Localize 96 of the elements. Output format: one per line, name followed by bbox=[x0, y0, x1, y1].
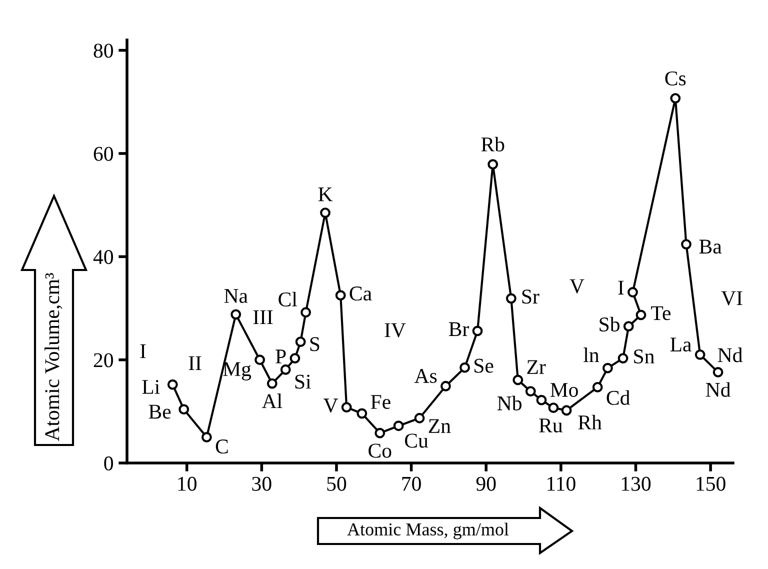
annotation: Cl bbox=[278, 292, 298, 306]
annotation: Nd bbox=[706, 382, 731, 397]
point bbox=[628, 287, 638, 298]
y-tick-label: 80 bbox=[94, 44, 114, 58]
annotation: V bbox=[323, 398, 338, 413]
point bbox=[712, 367, 724, 378]
annotation: Si bbox=[295, 374, 311, 389]
annotation: Rb bbox=[481, 136, 504, 152]
point bbox=[266, 378, 278, 389]
annotation: Rh bbox=[578, 414, 602, 430]
annotation: Be bbox=[148, 404, 171, 419]
point bbox=[506, 293, 516, 304]
annotation: K bbox=[318, 188, 333, 202]
point bbox=[525, 386, 536, 397]
point bbox=[694, 349, 706, 360]
annotation: P bbox=[276, 350, 286, 364]
annotation: IV bbox=[384, 323, 406, 338]
annotation: V bbox=[570, 279, 584, 294]
point bbox=[320, 208, 330, 218]
annotation: Zn bbox=[428, 419, 451, 433]
point bbox=[536, 394, 547, 406]
point bbox=[300, 307, 312, 318]
x-tick-label: 50 bbox=[327, 476, 346, 491]
annotation: Sn bbox=[634, 349, 654, 364]
point bbox=[290, 353, 300, 364]
point bbox=[356, 408, 368, 419]
annotation: Ba bbox=[699, 240, 722, 254]
annotation: C bbox=[216, 440, 228, 454]
annotation: Al bbox=[262, 394, 282, 408]
annotation: Cd bbox=[606, 390, 630, 405]
annotation: Ru bbox=[539, 418, 562, 432]
annotation: Ca bbox=[350, 286, 372, 301]
x-tick-label: 90 bbox=[476, 476, 496, 491]
annotation: Nb bbox=[497, 396, 522, 410]
point bbox=[472, 326, 483, 336]
annotation: II bbox=[188, 356, 202, 370]
x-tick-label: 130 bbox=[622, 476, 651, 491]
x-axis-title: Atomic Mass, gm/mol bbox=[347, 522, 509, 540]
point bbox=[335, 290, 346, 301]
point bbox=[230, 309, 242, 320]
point bbox=[618, 353, 628, 364]
annotation: I bbox=[140, 344, 146, 358]
annotation: As bbox=[414, 369, 437, 384]
point bbox=[512, 374, 524, 386]
point bbox=[681, 239, 692, 250]
annotation: Co bbox=[368, 444, 392, 458]
y-tick-label: 20 bbox=[94, 353, 114, 368]
y-tick-label: 40 bbox=[93, 250, 114, 264]
annotation: Cu bbox=[404, 434, 428, 448]
y-axis-title: Atomic Volume,cm³ bbox=[44, 273, 62, 442]
point bbox=[623, 321, 634, 332]
x-tick-label: 150 bbox=[696, 476, 726, 491]
y-tick-label: 60 bbox=[94, 146, 114, 161]
point bbox=[414, 412, 425, 424]
point bbox=[254, 354, 266, 366]
x-tick-label: 30 bbox=[252, 476, 272, 491]
annotation: Te bbox=[651, 306, 670, 320]
point bbox=[201, 432, 212, 442]
point bbox=[440, 380, 451, 392]
point bbox=[167, 379, 178, 390]
annotation: Mo bbox=[550, 383, 578, 397]
point bbox=[636, 310, 646, 320]
point bbox=[670, 93, 681, 104]
annotation: VI bbox=[721, 291, 742, 306]
point bbox=[460, 362, 470, 373]
x-tick-label: 110 bbox=[548, 476, 576, 491]
annotation: Na bbox=[224, 289, 248, 303]
point bbox=[295, 336, 306, 347]
point bbox=[602, 362, 613, 374]
point bbox=[561, 405, 572, 416]
annotation: Mg bbox=[223, 362, 252, 380]
annotation: S bbox=[310, 337, 320, 352]
point bbox=[374, 428, 386, 438]
point bbox=[592, 382, 603, 392]
point bbox=[488, 159, 498, 170]
x-tick-label: 70 bbox=[402, 476, 421, 491]
annotation: Zr bbox=[527, 360, 546, 374]
x-tick-label: 10 bbox=[178, 476, 196, 491]
annotation: Cs bbox=[665, 71, 686, 86]
annotation: I bbox=[618, 280, 624, 294]
annotation: ln bbox=[584, 348, 600, 362]
y-tick-label: 0 bbox=[104, 456, 114, 470]
annotation: III bbox=[253, 310, 273, 324]
annotation: La bbox=[670, 338, 692, 352]
annotation: Se bbox=[474, 358, 494, 373]
annotation: Li bbox=[142, 380, 160, 394]
annotation: Sr bbox=[522, 290, 540, 304]
point bbox=[393, 420, 404, 432]
point bbox=[548, 402, 559, 414]
point bbox=[280, 364, 291, 375]
annotation: Br bbox=[448, 322, 469, 336]
annotation: Nd bbox=[718, 348, 742, 362]
annotation: Fe bbox=[370, 395, 390, 409]
point bbox=[341, 402, 352, 412]
annotation: Sb bbox=[600, 316, 620, 332]
point bbox=[178, 404, 190, 415]
